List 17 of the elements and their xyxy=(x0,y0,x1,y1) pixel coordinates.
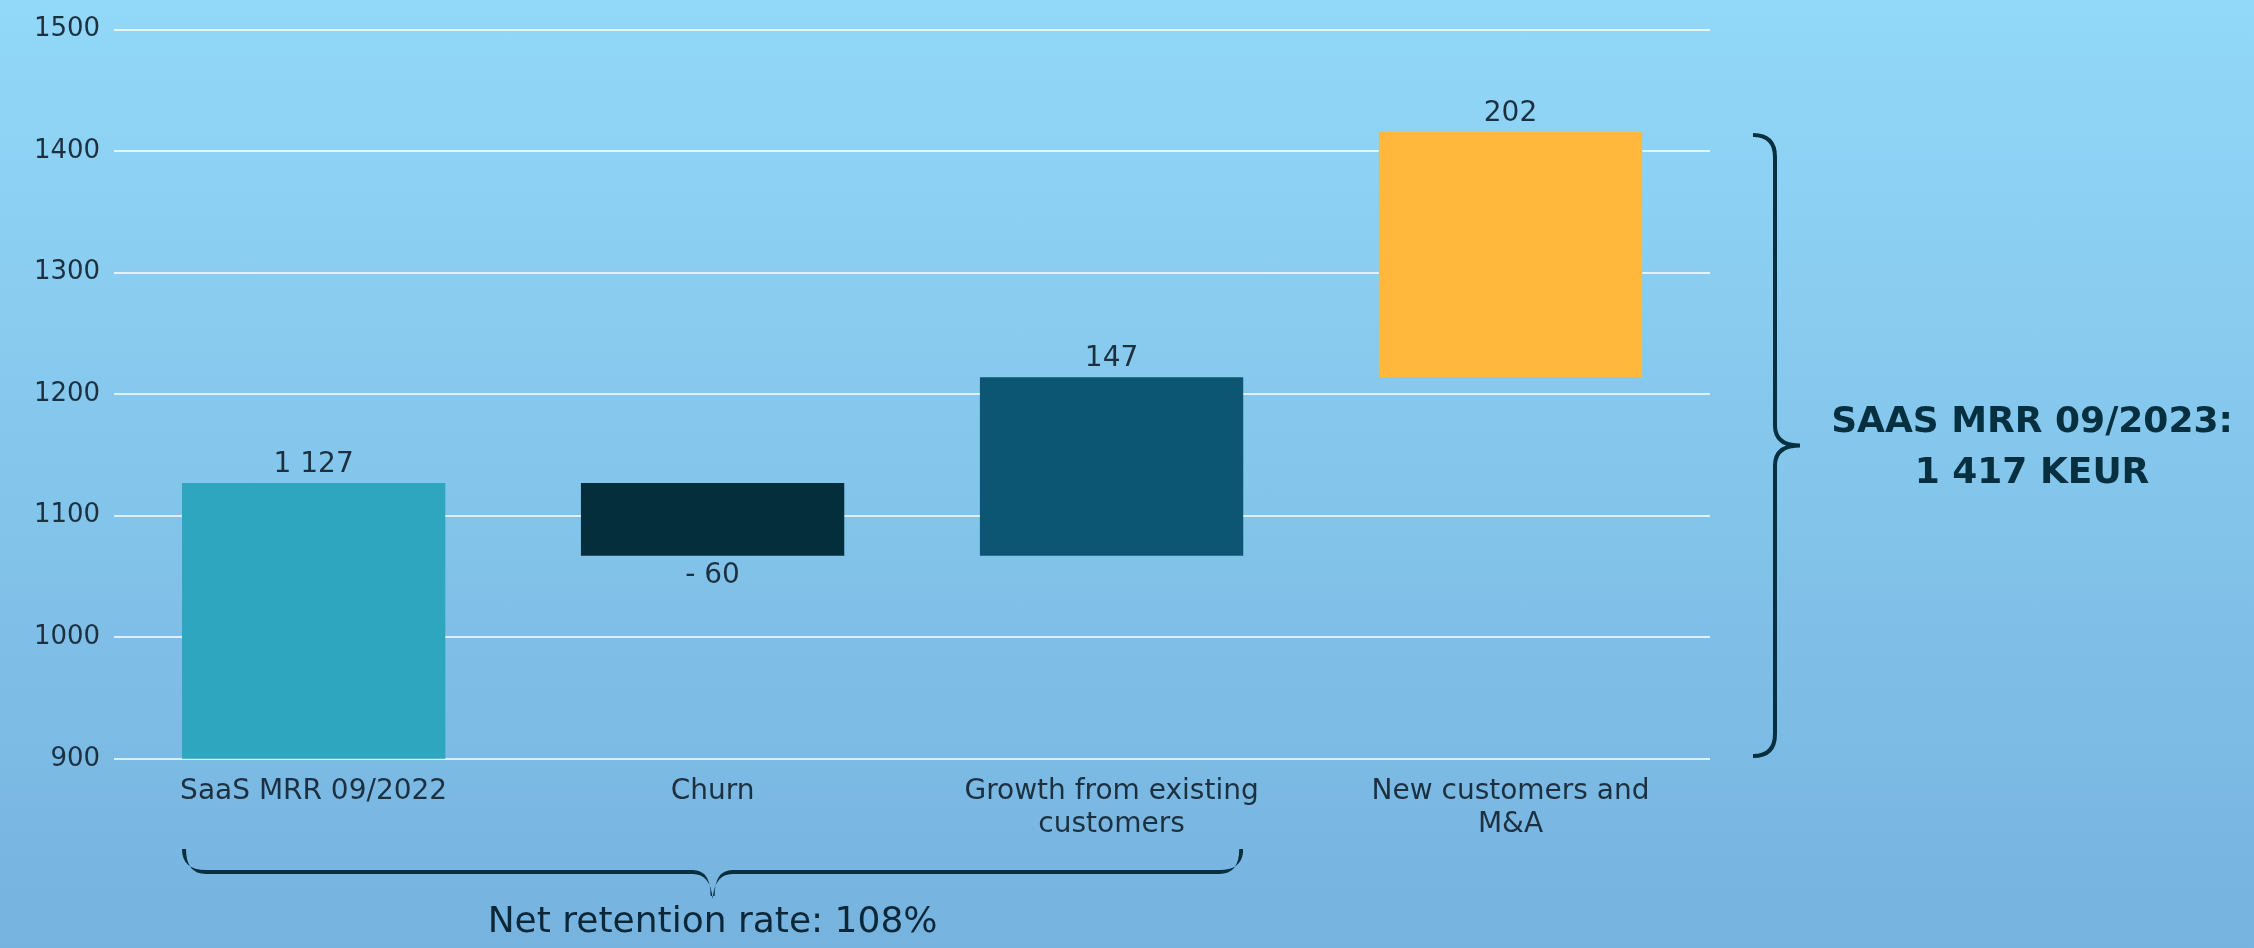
y-tick-label: 1100 xyxy=(34,498,101,529)
text: Net retention rate: 108% xyxy=(486,898,939,942)
y-tick-label: 900 xyxy=(50,741,101,772)
x-tick-label: Growth from existing customers xyxy=(964,772,1259,840)
y-tick-label: 1300 xyxy=(34,255,101,286)
x-tick-label: Churn xyxy=(670,772,755,806)
data-label: 1 127 xyxy=(273,446,354,480)
x-tick-label: New customers and M&A xyxy=(1371,772,1650,840)
data-label: - 60 xyxy=(685,557,740,591)
data-label: 202 xyxy=(1483,94,1538,128)
y-tick-label: 1200 xyxy=(34,376,101,407)
x-tick-label: SaaS MRR 09/2022 xyxy=(180,772,448,806)
y-tick-label: 1000 xyxy=(34,620,101,651)
y-tick-label: 1400 xyxy=(34,133,101,164)
y-tick-label: 1500 xyxy=(34,12,101,43)
text: SAAS MRR 09/2023: 1 417 KEUR xyxy=(1830,398,2234,493)
data-label: 147 xyxy=(1084,340,1139,374)
